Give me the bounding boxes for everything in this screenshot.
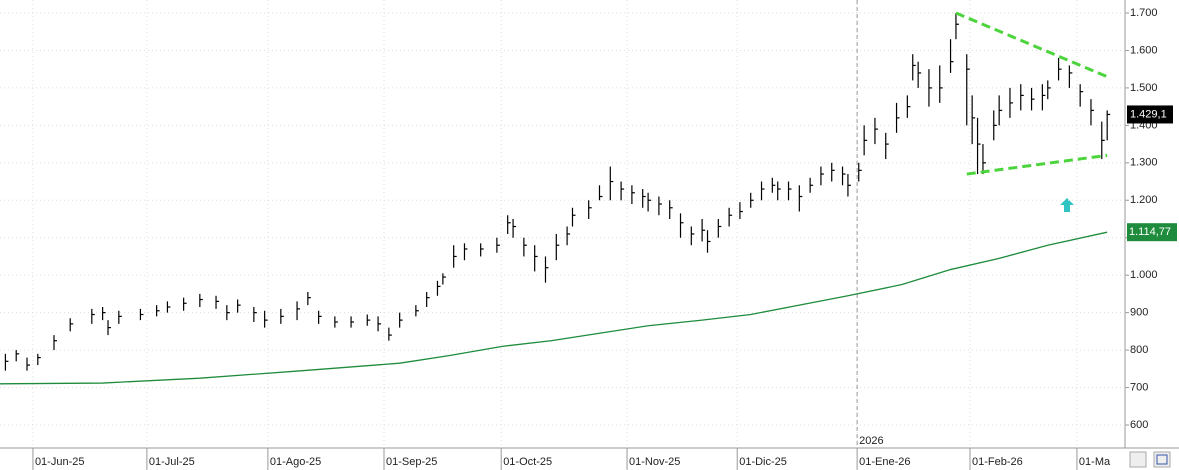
last-price-box xyxy=(1127,105,1173,124)
x-tick-label: 01-Oct-25 xyxy=(503,456,552,468)
save-button[interactable] xyxy=(1153,451,1171,468)
y-tick-label: 600 xyxy=(1130,419,1148,431)
zoom-button[interactable] xyxy=(1129,451,1147,468)
x-tick-label: 01-Jul-25 xyxy=(149,456,195,468)
ma-label: 1.114,77 xyxy=(1129,226,1171,238)
ma-box xyxy=(1127,223,1177,242)
moving-average xyxy=(0,231,1108,385)
x-tick-label: 01-Sep-25 xyxy=(386,456,437,468)
trendline xyxy=(966,153,1108,176)
x-tick-label: 01-Nov-25 xyxy=(629,456,680,468)
y-tick-label: 1.600 xyxy=(1130,44,1158,56)
y-tick-label: 700 xyxy=(1130,381,1148,393)
x-tick-label: 01-Dic-25 xyxy=(739,456,787,468)
y-tick-label: 800 xyxy=(1130,344,1148,356)
x-tick-label: 01-Ene-26 xyxy=(859,456,910,468)
x-tick-label: 01-Jun-25 xyxy=(35,456,85,468)
x-tick-label: 01-Ma xyxy=(1079,456,1111,468)
y-tick-label: 1.500 xyxy=(1130,82,1158,94)
save-icon xyxy=(1156,454,1168,465)
y-tick-label: 1.200 xyxy=(1130,194,1158,206)
last-price-label: 1.429,1 xyxy=(1130,108,1167,120)
y-tick-label: 1.000 xyxy=(1130,269,1158,281)
y-tick-label: 1.300 xyxy=(1130,157,1158,169)
year-label: 2026 xyxy=(859,435,883,447)
x-tick-label: 01-Ago-25 xyxy=(270,456,321,468)
y-tick-label: 1.700 xyxy=(1130,7,1158,19)
y-tick-label: 900 xyxy=(1130,307,1148,319)
arrow-icon xyxy=(1060,198,1074,212)
x-tick-label: 01-Feb-26 xyxy=(972,456,1023,468)
